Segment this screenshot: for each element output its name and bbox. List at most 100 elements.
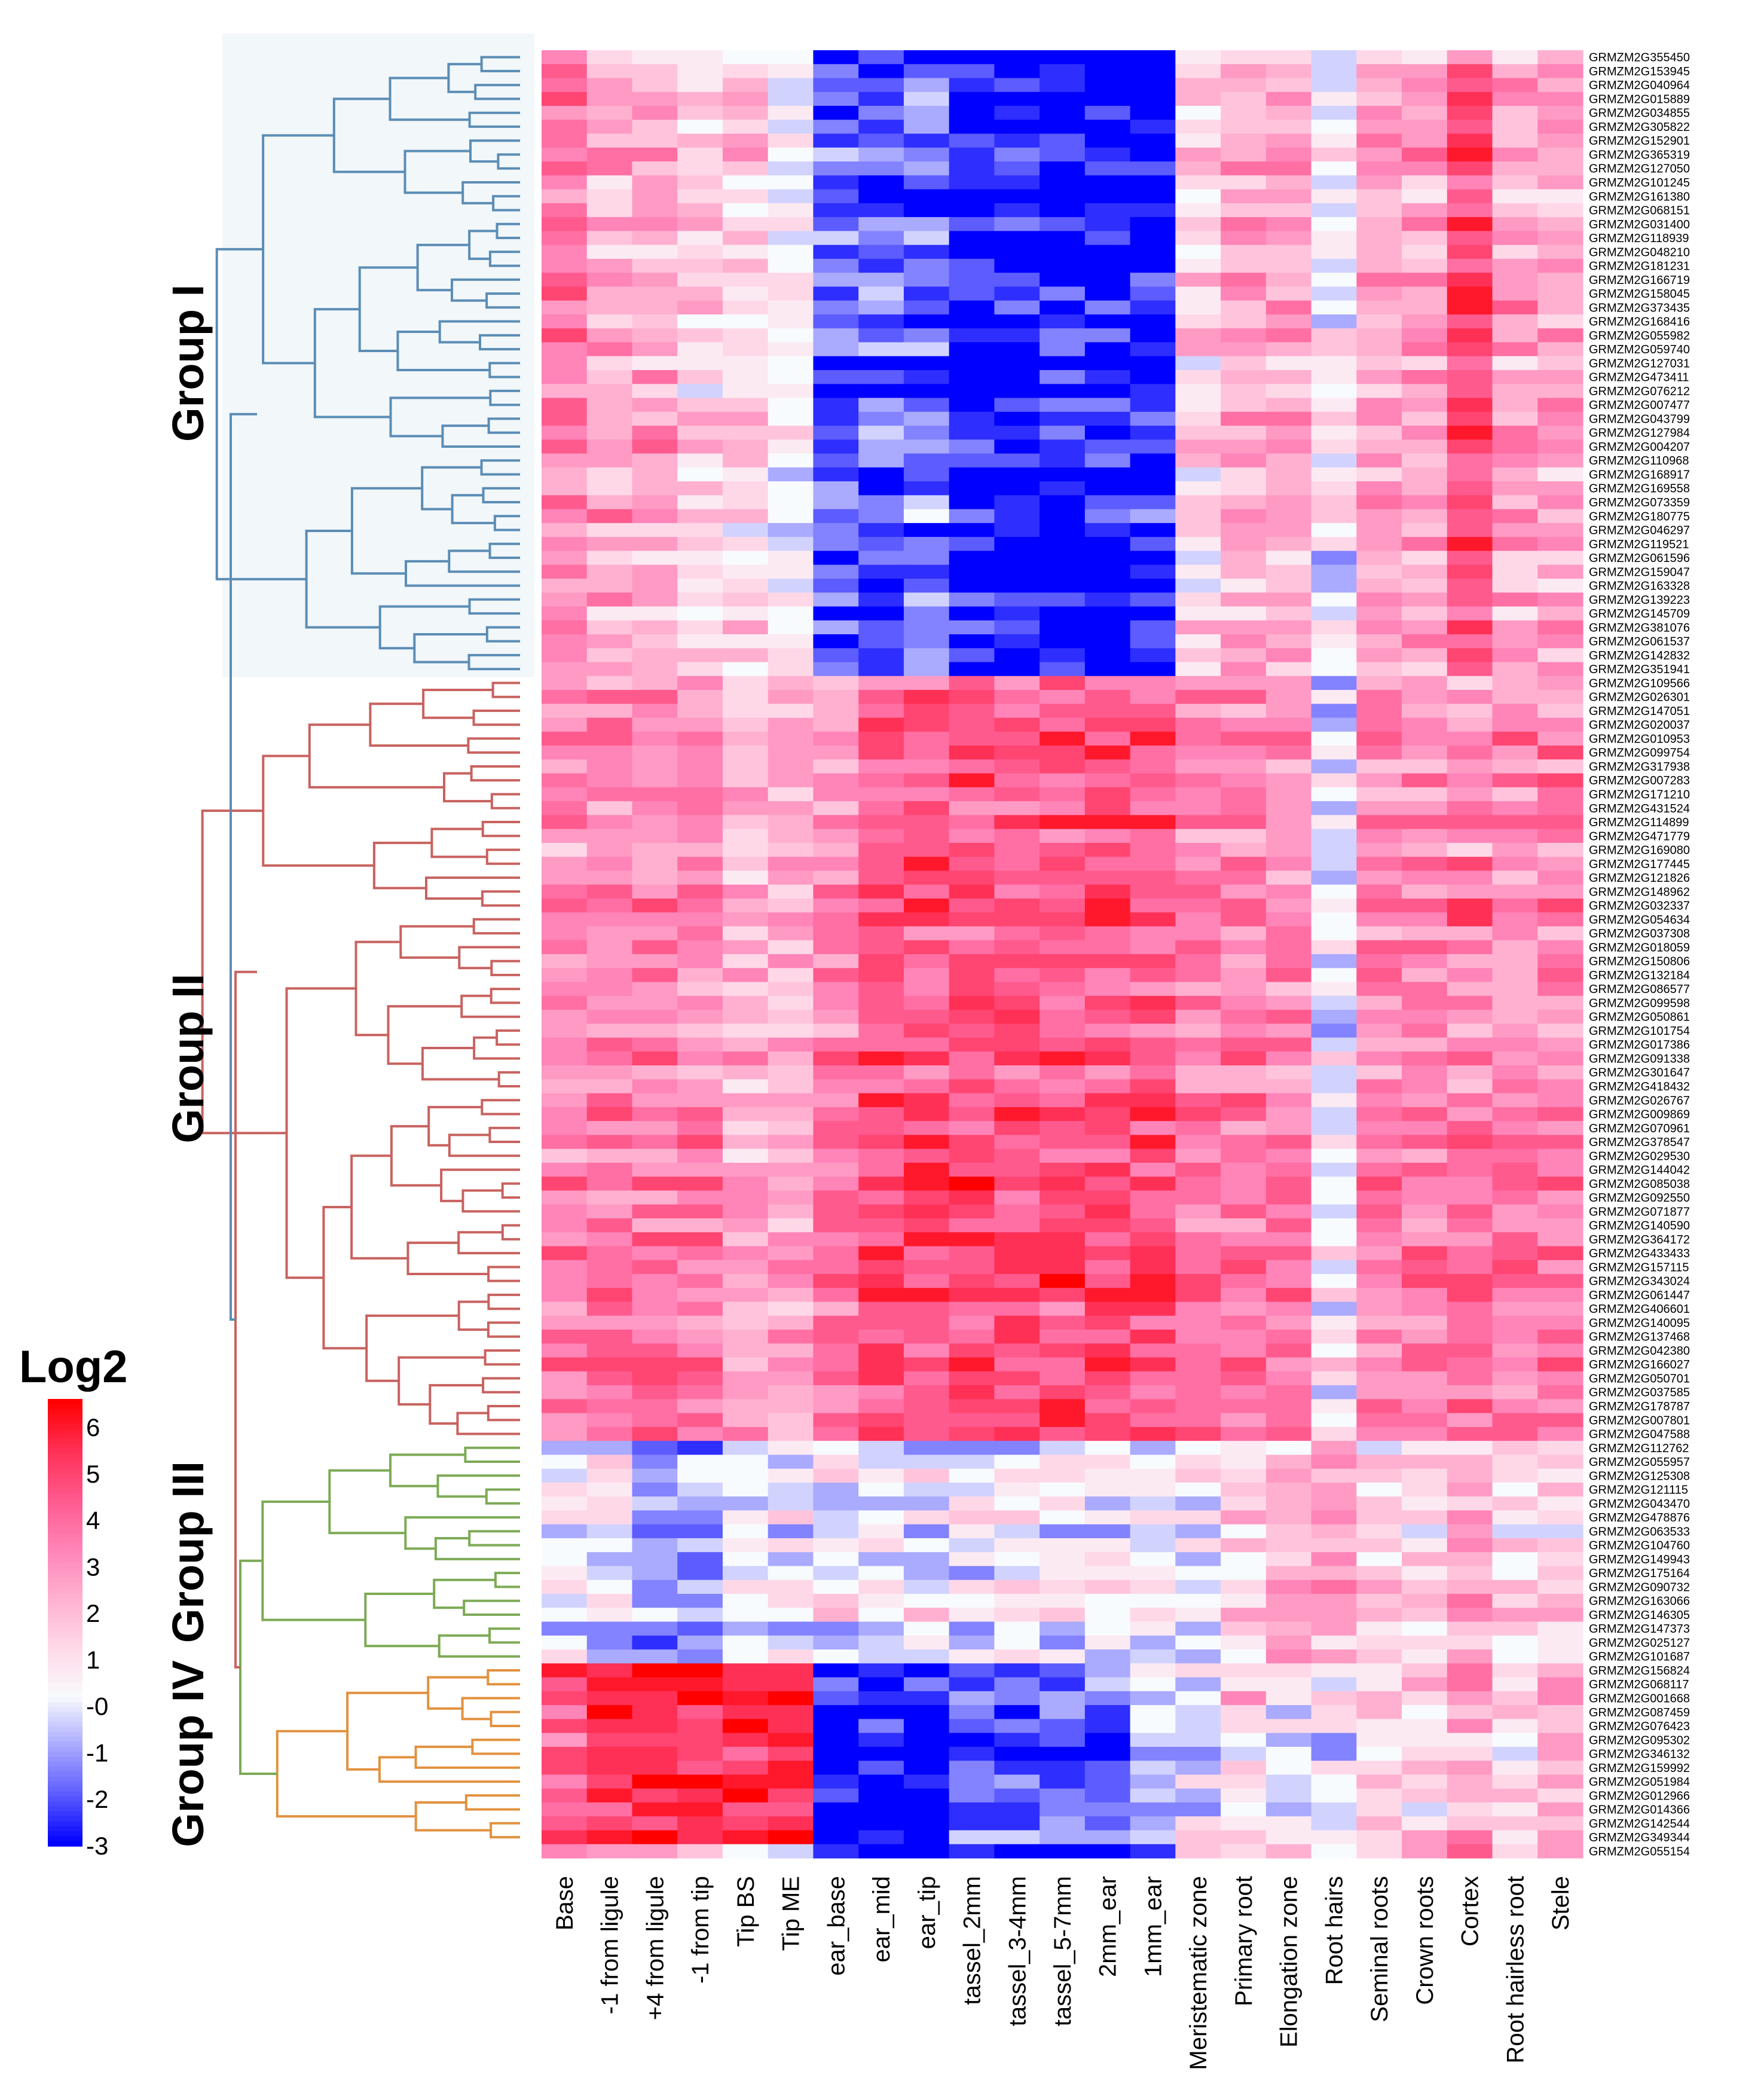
heatmap-cell [1402,370,1448,384]
heatmap-cell [1537,245,1583,259]
heatmap-cell [1175,704,1221,719]
heatmap-cell [1265,968,1312,983]
heatmap-cell [1265,189,1312,204]
legend-swatch [48,1478,82,1484]
heatmap-cell [1221,1691,1267,1706]
heatmap-cell [1175,801,1221,815]
heatmap-cell [858,1162,904,1177]
heatmap-cell [677,189,723,204]
heatmap-cell [1311,620,1357,635]
heatmap-cell [677,1538,723,1553]
heatmap-cell [722,1190,769,1205]
heatmap-cell [1402,606,1448,621]
heatmap-cell [586,648,633,663]
heatmap-cell [1221,1246,1267,1261]
heatmap-cell [994,509,1040,524]
heatmap-cell [858,1399,904,1414]
heatmap-cell [722,203,769,218]
heatmap-cell [858,1608,904,1623]
heatmap-cell [1537,1594,1583,1608]
heatmap-cell [813,314,859,329]
heatmap-cell [858,106,904,120]
heatmap-cell [903,161,950,176]
heatmap-cell [813,537,859,552]
heatmap-cell [768,1455,814,1469]
heatmap-cell [542,1246,588,1261]
heatmap-cell [858,606,904,621]
heatmap-cell [903,1010,950,1024]
heatmap-cell [903,1371,950,1386]
row-label: GRMZM2G127031 [1589,357,1690,370]
heatmap-cell [722,1774,769,1789]
heatmap-cell [722,1844,769,1859]
heatmap-cell [586,467,633,482]
heatmap-cell [768,1830,814,1845]
heatmap-cell [994,926,1040,941]
heatmap-cell [1265,1315,1312,1330]
heatmap-cell [1265,829,1312,844]
heatmap-cell [949,1218,995,1233]
heatmap-cell [1311,189,1357,204]
heatmap-cell [768,1413,814,1428]
heatmap-cell [677,1023,723,1038]
heatmap-cell [994,147,1040,162]
legend-swatch [48,1826,82,1832]
heatmap-cell [1356,1190,1402,1205]
heatmap-cell [1130,1413,1176,1428]
heatmap-cell [1447,1413,1493,1428]
heatmap-cell [1084,1705,1131,1719]
heatmap-cell [542,1677,588,1692]
heatmap-cell [813,1190,859,1205]
heatmap-cell [1084,50,1131,65]
heatmap-cell [1040,787,1086,802]
heatmap-cell [1084,801,1131,815]
heatmap-cell [1537,1190,1583,1205]
heatmap-cell [1175,1343,1221,1358]
heatmap-cell [768,1538,814,1553]
heatmap-cell [1311,1746,1357,1761]
heatmap-cell [1356,370,1402,384]
heatmap-cell [858,1426,904,1441]
heatmap-cell [1447,592,1493,607]
heatmap-cell [1084,1830,1131,1845]
heatmap-cell [1130,273,1176,288]
heatmap-cell [1221,342,1267,357]
heatmap-cell [949,1037,995,1052]
heatmap-cell [1402,759,1448,774]
heatmap-cell [722,1663,769,1678]
heatmap-cell [1130,203,1176,218]
heatmap-cell [858,189,904,204]
heatmap-cell [813,1761,859,1776]
heatmap-cell [1084,1691,1131,1706]
heatmap-cell [813,592,859,607]
heatmap-cell [1356,300,1402,315]
heatmap-cell [858,954,904,968]
heatmap-cell [813,1552,859,1567]
heatmap-cell [1265,564,1312,579]
heatmap-cell [1084,620,1131,635]
heatmap-cell [542,746,588,760]
heatmap-cell [813,120,859,135]
heatmap-cell [949,411,995,426]
row-label: GRMZM2G037585 [1589,1386,1690,1400]
heatmap-cell [1265,954,1312,968]
heatmap-cell [1084,64,1131,79]
heatmap-cell [632,175,678,190]
heatmap-cell [1537,995,1583,1010]
heatmap-cell [858,258,904,273]
heatmap-cell [677,634,723,649]
heatmap-cell [542,342,588,357]
heatmap-cell [994,370,1040,384]
heatmap-cell [768,231,814,246]
heatmap-cell [1221,1441,1267,1456]
heatmap-cell [813,1426,859,1441]
legend-swatch [48,1677,82,1683]
heatmap-cell [949,1343,995,1358]
heatmap-cell [1175,411,1221,426]
heatmap-cell [1175,300,1221,315]
heatmap-cell [1537,940,1583,955]
heatmap-cell [1040,509,1086,524]
heatmap-cell [1311,1719,1357,1734]
legend-swatch [48,1642,82,1648]
heatmap-cell [1537,258,1583,273]
